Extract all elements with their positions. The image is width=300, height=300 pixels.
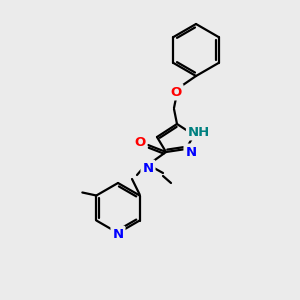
Text: O: O (134, 136, 146, 148)
Text: O: O (170, 85, 182, 98)
Text: N: N (142, 161, 154, 175)
Text: N: N (112, 227, 124, 241)
Text: N: N (185, 146, 197, 158)
Text: NH: NH (188, 125, 210, 139)
